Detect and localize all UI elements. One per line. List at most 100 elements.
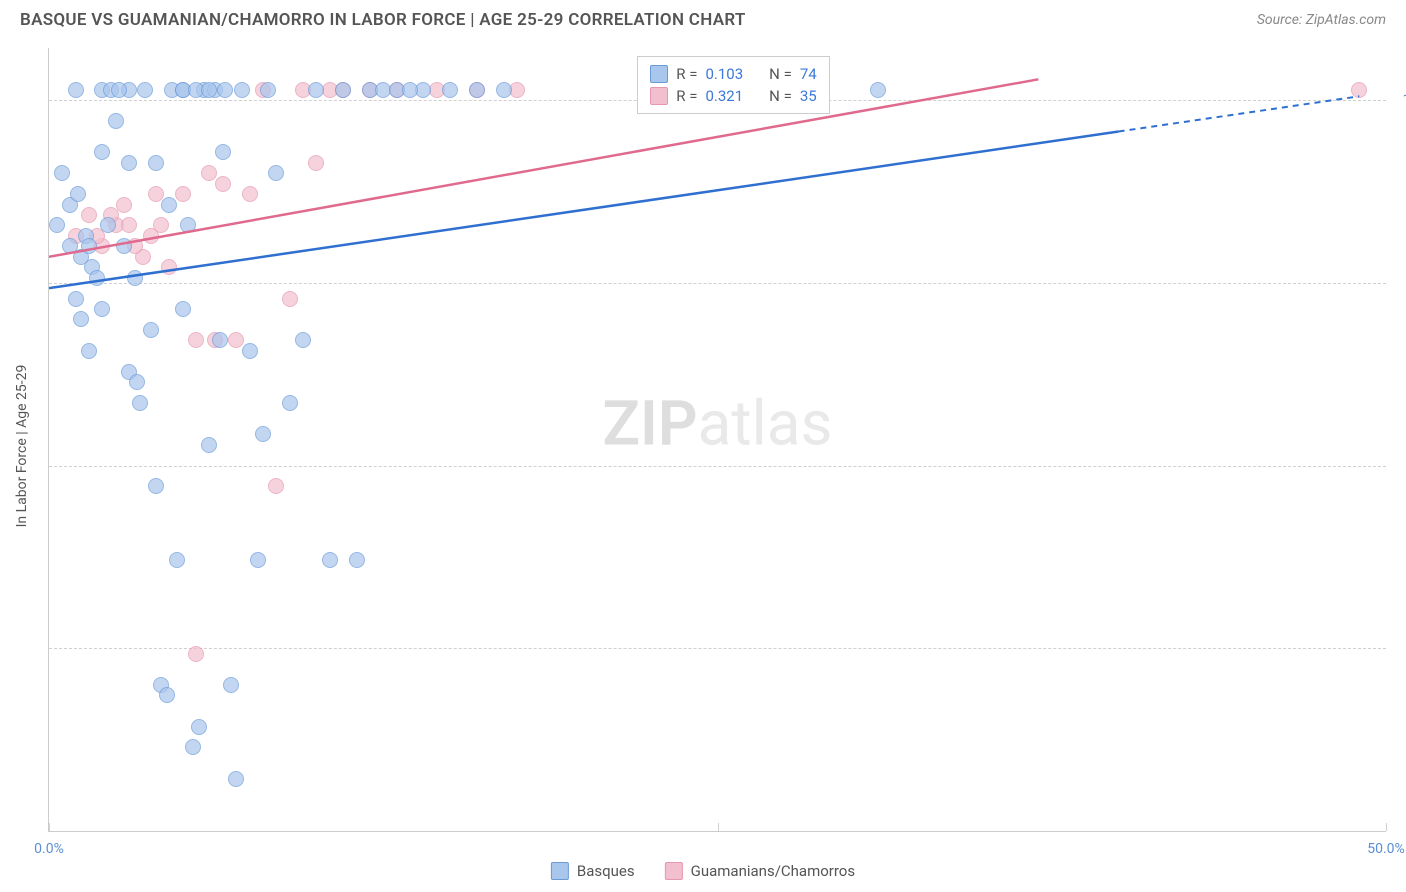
data-point-guamanians (268, 478, 284, 494)
data-point-basques (132, 395, 148, 411)
n-label: N = (769, 65, 792, 83)
data-point-basques (322, 552, 338, 568)
trend-line-basques (49, 132, 1119, 289)
data-point-basques (175, 301, 191, 317)
data-point-basques (148, 155, 164, 171)
n-value-guamanians: 35 (800, 87, 817, 105)
data-point-basques (496, 82, 512, 98)
plot-area: ZIPatlas 47.5%65.0%82.5%100.0%0.0%50.0% (49, 48, 1386, 831)
source-label: Source: ZipAtlas.com (1257, 12, 1386, 28)
data-point-basques (169, 552, 185, 568)
data-point-basques (469, 82, 485, 98)
data-point-basques (137, 82, 153, 98)
data-point-basques (260, 82, 276, 98)
data-point-basques (349, 552, 365, 568)
r-value-guamanians: 0.321 (705, 87, 743, 105)
data-point-basques (108, 113, 124, 129)
legend-item-guamanians: Guamanians/Chamorros (665, 862, 855, 880)
data-point-basques (268, 165, 284, 181)
data-point-basques (73, 311, 89, 327)
data-point-basques (228, 771, 244, 787)
swatch-basques-icon (551, 862, 569, 880)
data-point-guamanians (116, 197, 132, 213)
trend-lines (49, 48, 1386, 831)
data-point-basques (94, 144, 110, 160)
bottom-legend: Basques Guamanians/Chamorros (551, 862, 855, 880)
data-point-basques (308, 82, 324, 98)
data-point-basques (70, 186, 86, 202)
data-point-guamanians (188, 646, 204, 662)
xtick-label: 50.0% (1367, 841, 1405, 857)
data-point-basques (234, 82, 250, 98)
r-label: R = (676, 65, 697, 83)
data-point-basques (161, 197, 177, 213)
trend-line-guamanians (49, 79, 1038, 256)
data-point-basques (111, 82, 127, 98)
swatch-basques (650, 65, 668, 83)
data-point-guamanians (161, 259, 177, 275)
data-point-basques (282, 395, 298, 411)
gridline-h (49, 283, 1386, 284)
data-point-basques (121, 155, 137, 171)
r-value-basques: 0.103 (705, 65, 743, 83)
data-point-guamanians (81, 207, 97, 223)
data-point-basques (191, 719, 207, 735)
trend-line-dashed-basques (1119, 96, 1360, 131)
chart-title: BASQUE VS GUAMANIAN/CHAMORRO IN LABOR FO… (20, 10, 746, 30)
xtick (1386, 823, 1387, 831)
data-point-guamanians (121, 217, 137, 233)
data-point-basques (159, 687, 175, 703)
data-point-basques (143, 322, 159, 338)
ytick-label: 100.0% (1403, 92, 1406, 108)
data-point-basques (116, 238, 132, 254)
swatch-guamanians-icon (665, 862, 683, 880)
header: BASQUE VS GUAMANIAN/CHAMORRO IN LABOR FO… (0, 0, 1406, 36)
data-point-guamanians (282, 291, 298, 307)
legend-label-guamanians: Guamanians/Chamorros (691, 862, 855, 880)
n-label: N = (769, 87, 792, 105)
data-point-basques (127, 270, 143, 286)
data-point-basques (185, 739, 201, 755)
data-point-basques (68, 82, 84, 98)
data-point-basques (81, 343, 97, 359)
data-point-basques (870, 82, 886, 98)
r-label: R = (676, 87, 697, 105)
data-point-basques (129, 374, 145, 390)
n-value-basques: 74 (800, 65, 817, 83)
data-point-basques (402, 82, 418, 98)
data-point-basques (255, 426, 271, 442)
data-point-guamanians (153, 217, 169, 233)
data-point-guamanians (175, 186, 191, 202)
data-point-basques (295, 332, 311, 348)
xtick (49, 823, 50, 831)
data-point-basques (223, 677, 239, 693)
chart-area: ZIPatlas 47.5%65.0%82.5%100.0%0.0%50.0% … (48, 48, 1386, 832)
data-point-basques (89, 270, 105, 286)
legend-item-basques: Basques (551, 862, 635, 880)
data-point-basques (81, 238, 97, 254)
y-axis-label: In Labor Force | Age 25-29 (14, 365, 30, 528)
legend-stats-row-guamanians: R = 0.321 N = 35 (650, 85, 816, 107)
data-point-basques (201, 82, 217, 98)
data-point-basques (212, 332, 228, 348)
watermark: ZIPatlas (603, 387, 833, 460)
data-point-basques (201, 437, 217, 453)
data-point-basques (148, 478, 164, 494)
swatch-guamanians (650, 87, 668, 105)
gridline-h (49, 648, 1386, 649)
data-point-basques (442, 82, 458, 98)
data-point-basques (49, 217, 65, 233)
legend-label-basques: Basques (577, 862, 635, 880)
data-point-guamanians (1351, 82, 1367, 98)
data-point-guamanians (188, 332, 204, 348)
legend-stats-row-basques: R = 0.103 N = 74 (650, 63, 816, 85)
data-point-basques (250, 552, 266, 568)
data-point-basques (100, 217, 116, 233)
data-point-guamanians (215, 176, 231, 192)
xtick-label: 0.0% (34, 841, 64, 857)
data-point-basques (54, 165, 70, 181)
data-point-basques (335, 82, 351, 98)
data-point-basques (180, 217, 196, 233)
data-point-guamanians (242, 186, 258, 202)
data-point-basques (94, 301, 110, 317)
